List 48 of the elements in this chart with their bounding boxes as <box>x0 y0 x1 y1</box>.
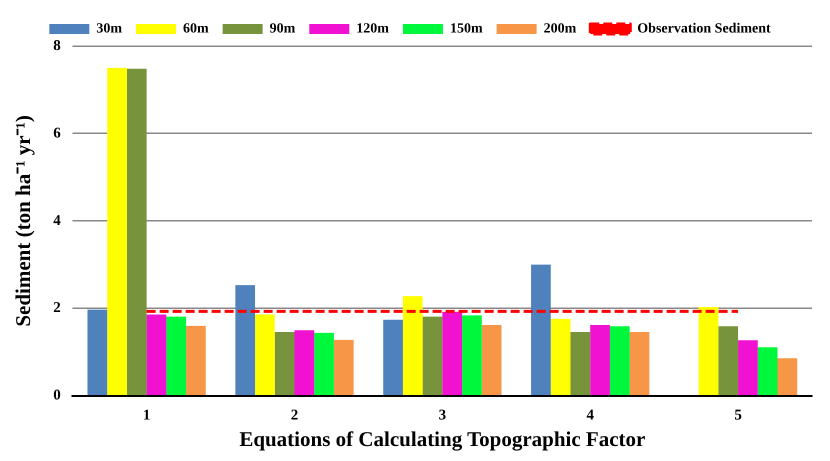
legend-label: 90m <box>270 22 296 37</box>
bar <box>314 332 334 396</box>
legend-label: 200m <box>544 22 577 37</box>
legend-label: Observation Sediment <box>637 22 772 37</box>
y-tick-label: 6 <box>53 125 62 142</box>
y-tick-label: 0 <box>53 388 61 404</box>
bar <box>610 326 630 396</box>
bar <box>590 324 610 396</box>
bar <box>166 316 186 396</box>
bar <box>87 310 108 396</box>
bar <box>570 332 590 396</box>
bar <box>738 340 758 396</box>
x-tick-label: 4 <box>586 408 594 424</box>
y-axis-title: Sediment (ton ha⁻¹ yr⁻¹) <box>11 115 36 327</box>
bar <box>383 320 403 396</box>
bar <box>422 316 442 396</box>
x-tick-label: 1 <box>142 408 150 424</box>
bar <box>531 264 551 396</box>
bar <box>758 347 778 396</box>
bar <box>718 326 738 396</box>
bar <box>698 307 718 396</box>
legend-label: 60m <box>182 22 209 37</box>
bar <box>778 358 798 396</box>
legend-label: 120m <box>356 22 390 37</box>
bar <box>334 340 354 396</box>
bar <box>126 68 147 396</box>
x-axis-title: Equations of Calculating Topographic Factor <box>239 426 646 451</box>
y-tick-label: 4 <box>53 212 62 229</box>
y-tick-label: 2 <box>53 300 61 316</box>
bar <box>235 285 256 396</box>
bar <box>146 314 166 396</box>
bar <box>442 312 462 396</box>
bar <box>630 332 650 396</box>
y-tick-label: 8 <box>53 38 61 54</box>
bar <box>402 296 423 396</box>
x-tick-label: 3 <box>438 408 446 424</box>
bar <box>550 318 570 396</box>
bar <box>294 330 314 396</box>
x-tick-label: 2 <box>290 408 298 424</box>
bar <box>107 68 127 396</box>
legend-label: 30m <box>96 22 122 37</box>
bar <box>255 314 275 396</box>
legend-label: 150m <box>450 22 483 37</box>
x-tick-label: 5 <box>734 408 742 424</box>
bar <box>482 324 502 396</box>
bar <box>186 326 206 396</box>
bar <box>274 332 294 396</box>
bar <box>462 315 482 396</box>
